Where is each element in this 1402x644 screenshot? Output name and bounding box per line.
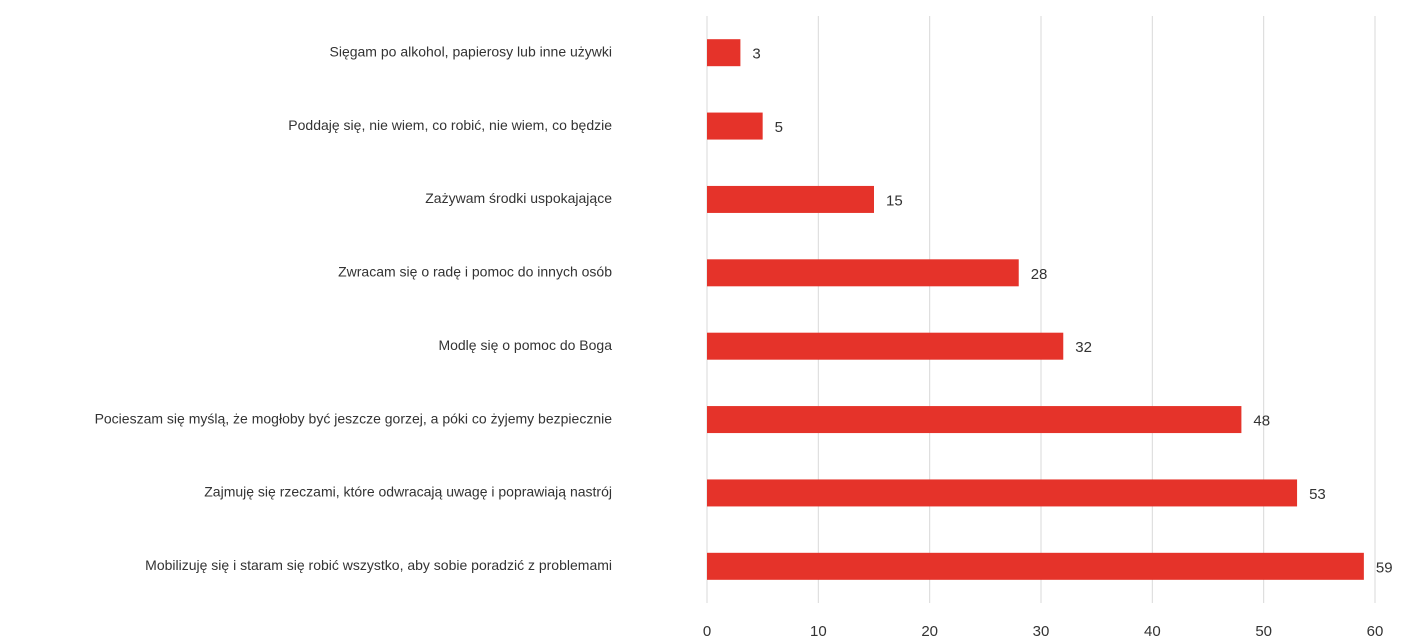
value-label: 28: [1031, 266, 1048, 283]
bar: [707, 406, 1242, 434]
x-tick-label: 40: [1144, 623, 1161, 640]
bar: [707, 552, 1364, 580]
bar: [707, 112, 763, 140]
bar: [707, 332, 1064, 360]
value-label: 15: [886, 192, 903, 209]
value-label: 53: [1309, 486, 1326, 503]
category-label: Zażywam środki uspokajające: [425, 190, 612, 206]
x-tick-label: 20: [921, 623, 938, 640]
bar: [707, 479, 1298, 507]
category-label: Poddaję się, nie wiem, co robić, nie wie…: [288, 117, 612, 133]
category-label: Zwracam się o radę i pomoc do innych osó…: [338, 264, 612, 280]
x-tick-label: 60: [1367, 623, 1384, 640]
category-label: Sięgam po alkohol, papierosy lub inne uż…: [330, 43, 613, 59]
category-label: Pocieszam się myślą, że mogłoby być jesz…: [95, 410, 613, 426]
category-label: Modlę się o pomoc do Boga: [438, 337, 612, 353]
bar: [707, 259, 1019, 287]
x-tick-label: 0: [703, 623, 711, 640]
bar: [707, 39, 741, 67]
value-label: 48: [1253, 413, 1270, 430]
x-tick-label: 30: [1033, 623, 1050, 640]
value-label: 3: [752, 46, 760, 63]
x-tick-label: 10: [810, 623, 827, 640]
bar: [707, 185, 874, 213]
value-label: 59: [1376, 559, 1393, 576]
category-label: Mobilizuję się i staram się robić wszyst…: [145, 557, 612, 573]
category-label: Zajmuję się rzeczami, które odwracają uw…: [204, 484, 612, 500]
value-label: 5: [775, 119, 783, 136]
value-label: 32: [1075, 339, 1092, 356]
x-tick-label: 50: [1255, 623, 1272, 640]
